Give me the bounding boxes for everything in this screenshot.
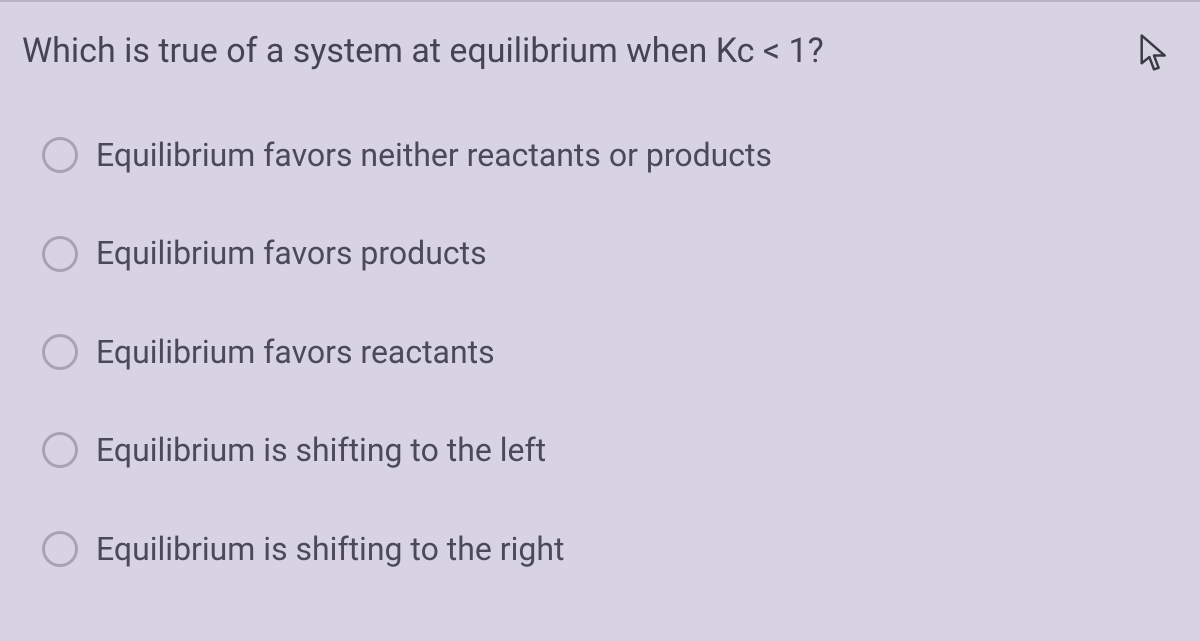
radio-icon[interactable] (42, 137, 78, 173)
option-1[interactable]: Equilibrium favors products (42, 234, 1178, 272)
option-label: Equilibrium favors neither reactants or … (96, 136, 772, 174)
radio-icon[interactable] (42, 334, 78, 370)
radio-icon[interactable] (42, 531, 78, 567)
radio-icon[interactable] (42, 432, 78, 468)
option-label: Equilibrium is shifting to the left (96, 431, 546, 469)
question-row: Which is true of a system at equilibrium… (22, 30, 1178, 78)
cursor-icon (1138, 30, 1178, 78)
option-0[interactable]: Equilibrium favors neither reactants or … (42, 136, 1178, 174)
option-3[interactable]: Equilibrium is shifting to the left (42, 431, 1178, 469)
option-label: Equilibrium favors products (96, 234, 487, 272)
option-label: Equilibrium favors reactants (96, 333, 495, 371)
quiz-container: Which is true of a system at equilibrium… (0, 0, 1200, 641)
question-text: Which is true of a system at equilibrium… (22, 30, 1098, 73)
options-list: Equilibrium favors neither reactants or … (22, 136, 1178, 568)
radio-icon[interactable] (42, 236, 78, 272)
option-label: Equilibrium is shifting to the right (96, 530, 564, 568)
option-2[interactable]: Equilibrium favors reactants (42, 333, 1178, 371)
option-4[interactable]: Equilibrium is shifting to the right (42, 530, 1178, 568)
